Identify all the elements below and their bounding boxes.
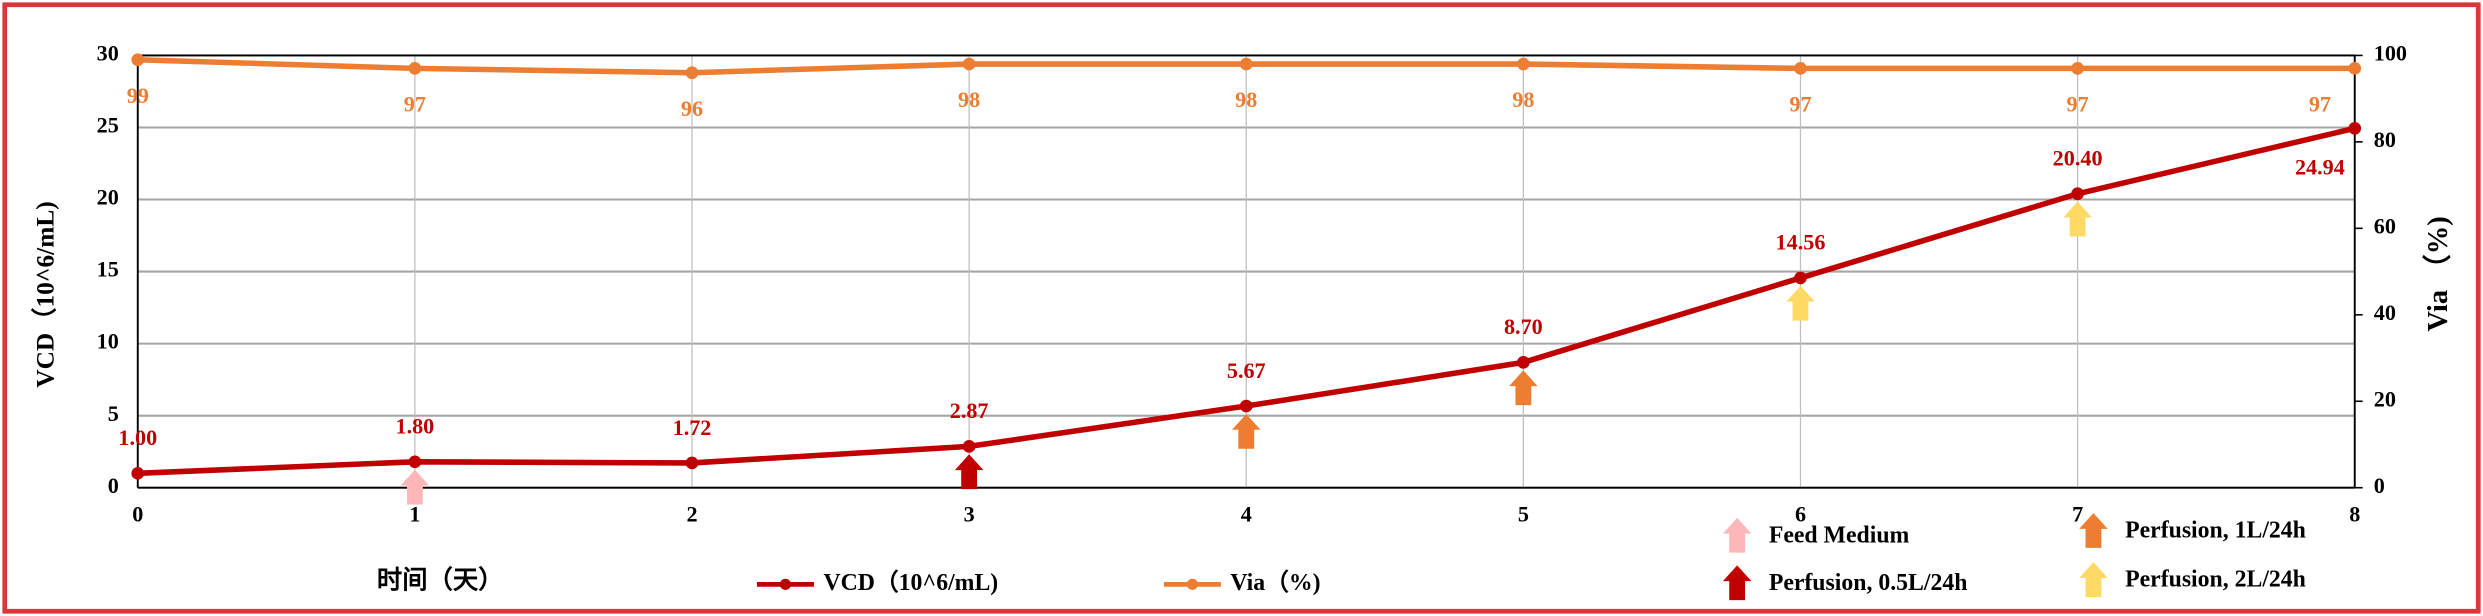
point [962,440,976,453]
x-tick-label: 5 [1518,501,1529,526]
legend-marker [1186,578,1198,590]
y-tick-label: 0 [108,473,119,498]
legend-label: VCD（10^6/mL) [823,569,998,596]
legend-arrow [1722,565,1752,601]
y-tick-label: 30 [97,41,119,66]
point [2071,187,2084,201]
y-tick-label: 15 [97,257,119,282]
point [685,456,699,470]
legend-arrow [2079,513,2108,548]
y-tick-label: 5 [108,401,119,426]
event-arrow [1509,370,1538,406]
y-axis-title: VCD（10^6/mL) [30,201,59,387]
point [408,62,422,75]
y2-tick-label: 60 [2374,213,2396,238]
event-arrow [954,454,984,490]
data-label: 98 [1512,87,1534,112]
data-label: 97 [2067,91,2089,116]
legend-label: Feed Medium [1769,522,1910,548]
x-tick-label: 4 [1241,501,1252,526]
y2-axis-title: Via （%) [2421,216,2454,331]
x-tick-label: 3 [964,501,975,526]
point [408,455,422,469]
point [131,53,145,67]
event-arrow [400,469,430,505]
legend-arrow [2079,562,2108,597]
data-label: 99 [127,83,149,108]
data-label: 98 [958,87,980,112]
legend-label: Perfusion, 2L/24h [2125,567,2306,593]
data-label: 97 [1789,91,1811,116]
y-tick-label: 20 [97,185,119,210]
data-label: 5.67 [1227,358,1266,383]
data-label: 1.80 [395,414,434,439]
legend-label: Via（%) [1230,569,1320,596]
y2-tick-label: 100 [2374,41,2407,66]
x-tick-label: 8 [2349,501,2360,526]
point [1517,57,1530,71]
x-tick-label: 0 [132,501,143,526]
event-arrow [1231,413,1261,449]
point [1517,356,1530,369]
data-label: 2.87 [950,398,989,423]
y2-tick-label: 20 [2374,386,2396,411]
y2-tick-label: 80 [2374,127,2396,152]
point [1239,57,1253,71]
point [1239,399,1253,413]
event-arrow [2063,201,2092,237]
point [2348,122,2362,135]
x-tick-label: 7 [2072,501,2083,526]
point [1794,271,1807,285]
legend-label: Perfusion, 1L/24h [2125,518,2306,544]
data-label: 96 [681,96,703,121]
data-label: 20.40 [2053,146,2103,171]
point [685,66,699,80]
legend-label: Perfusion, 0.5L/24h [1769,570,1968,596]
x-tick-label: 1 [409,501,420,526]
y2-tick-label: 40 [2374,300,2396,325]
x-tick-label: 6 [1795,501,1806,526]
x-axis-title: 时间（天） [377,566,504,595]
legend-marker [779,578,791,590]
y-tick-label: 10 [97,329,119,354]
event-arrow [1786,285,1815,321]
y-tick-label: 25 [97,113,119,138]
data-label: 8.70 [1504,314,1543,339]
data-label: 24.94 [2295,155,2345,180]
data-label: 14.56 [1776,230,1826,255]
point [1794,62,1807,75]
data-label: 98 [1235,87,1257,112]
x-tick-label: 2 [686,501,697,526]
point [962,57,976,71]
data-label: 1.72 [673,415,712,440]
data-label: 97 [2309,91,2331,116]
point [2348,62,2362,75]
point [2071,62,2084,75]
legend-arrow [1722,517,1752,553]
data-label: 1.00 [118,425,157,450]
data-label: 97 [404,91,426,116]
point [131,466,145,480]
y2-tick-label: 0 [2374,473,2385,498]
